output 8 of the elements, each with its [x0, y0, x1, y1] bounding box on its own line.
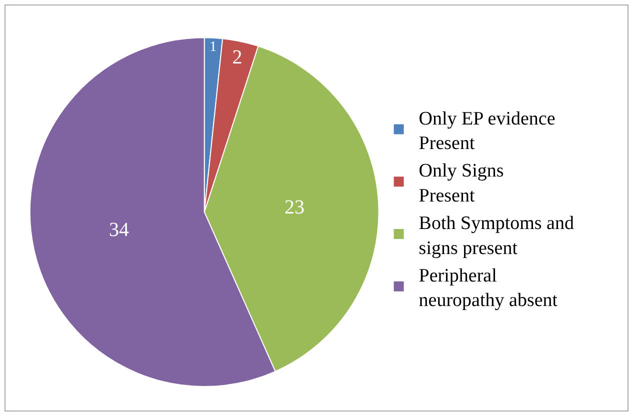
data-label: 1: [209, 38, 217, 55]
data-label: 34: [109, 219, 130, 242]
legend-label: Only EP evidence Present: [418, 108, 556, 154]
data-label: 2: [232, 46, 242, 69]
data-label: 23: [284, 196, 304, 218]
legend-label: Peripheral neuropathy absent: [418, 265, 558, 312]
legend-label: Only Signs Present: [418, 160, 504, 206]
legend-label: Both Symptoms and signs present: [418, 213, 574, 259]
